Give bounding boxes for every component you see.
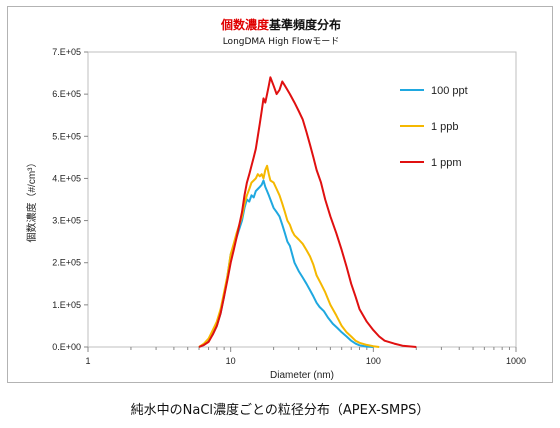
chart-title: 個数濃度基準頻度分布 bbox=[220, 17, 341, 32]
x-tick-label: 1 bbox=[85, 356, 90, 366]
chart-title-rest: 基準頻度分布 bbox=[268, 17, 341, 32]
series-line-1 bbox=[198, 164, 380, 348]
y-axis-label: 個数濃度（#/cm³） bbox=[25, 158, 38, 243]
legend-label-2: 1 ppm bbox=[431, 157, 462, 169]
y-tick-label: 1.E+05 bbox=[52, 300, 81, 310]
legend-label-1: 1 ppb bbox=[431, 121, 459, 133]
x-tick-label: 1000 bbox=[506, 356, 526, 366]
series-lines bbox=[198, 76, 417, 348]
legend: 100 ppt 1 ppb 1 ppm bbox=[400, 85, 468, 169]
y-tick-label: 2.E+05 bbox=[52, 258, 81, 268]
y-tick-label: 6.E+05 bbox=[52, 89, 81, 99]
series-line-0 bbox=[198, 179, 374, 348]
y-tick-label: 3.E+05 bbox=[52, 216, 81, 226]
plot-area bbox=[87, 51, 517, 348]
x-tick-label: 100 bbox=[366, 356, 381, 366]
y-tick-label: 4.E+05 bbox=[52, 173, 81, 183]
legend-label-0: 100 ppt bbox=[431, 85, 468, 97]
figure-caption: 純水中のNaCl濃度ごとの粒径分布（APEX-SMPS） bbox=[130, 403, 430, 418]
y-tick-label: 5.E+05 bbox=[52, 131, 81, 141]
x-axis-ticks: 1 10 100 1000 bbox=[85, 347, 526, 366]
series-line-2 bbox=[198, 76, 417, 348]
y-tick-label: 7.E+05 bbox=[52, 47, 81, 57]
x-tick-label: 10 bbox=[226, 356, 236, 366]
chart-title-highlight: 個数濃度 bbox=[220, 17, 270, 32]
y-axis-ticks: 0.E+00 1.E+05 2.E+05 3.E+05 4.E+05 5.E+05 6.E+… bbox=[52, 47, 88, 352]
x-axis-label: Diameter (nm) bbox=[270, 370, 334, 381]
y-tick-label: 0.E+00 bbox=[52, 342, 81, 352]
chart-subtitle: LongDMA High Flowモード bbox=[223, 37, 340, 47]
